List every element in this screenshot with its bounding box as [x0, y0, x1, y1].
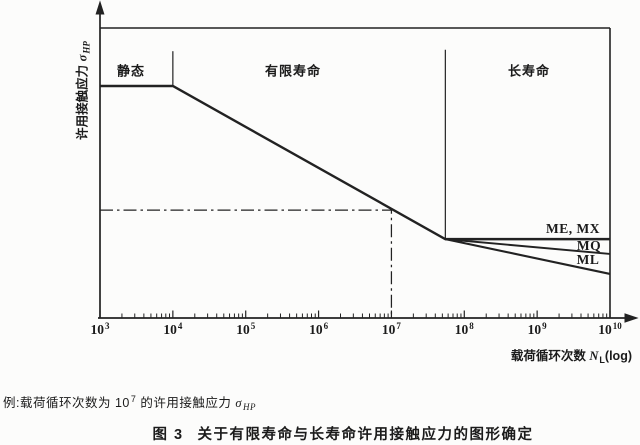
series-line-mq	[445, 238, 611, 255]
figure-number: 图 3	[152, 427, 184, 443]
x-axis-arrow	[624, 313, 639, 323]
figure-title: 图 3 关于有限寿命与长寿命许用接触应力的图形确定	[0, 423, 640, 444]
region-label-1: 有限寿命	[264, 63, 322, 79]
caption-prefix: 例:载荷循环次数为 10	[3, 396, 130, 410]
x-axis-title: 载荷循环次数 NL(log)	[510, 345, 632, 365]
y-axis-arrow	[95, 0, 105, 15]
x-tick-label: 104	[163, 321, 183, 337]
sigma-symbol: σ	[75, 54, 90, 62]
stress-life-chart	[95, 0, 639, 323]
series-label-ml: ML	[576, 252, 600, 267]
x-axis-subscript: L	[599, 355, 605, 365]
tick-exponent: 7	[396, 321, 401, 331]
x-tick-label: 107	[381, 321, 401, 337]
x-tick-label: 106	[309, 321, 329, 337]
x-tick-label: 103	[90, 321, 110, 337]
series-line-ml	[445, 238, 611, 275]
x-tick-label: 109	[527, 321, 547, 337]
series-line-me-mx	[100, 84, 610, 241]
tick-exponent: 10	[612, 321, 622, 331]
y-axis-title-text: 许用接触应力	[75, 61, 90, 140]
y-axis-title: 许用接触应力 σHP	[72, 21, 92, 161]
caption-sigma: σ	[235, 396, 242, 410]
region-label-0: 静态	[116, 63, 146, 79]
n-variable: N	[589, 349, 599, 363]
tick-exponent: 9	[542, 321, 547, 331]
x-tick-label: 1010	[598, 321, 622, 337]
x-tick-label: 108	[454, 321, 474, 337]
x-tick-label: 105	[236, 321, 256, 337]
series-label-me-mx: ME, MX	[546, 221, 600, 236]
example-dash-dot-marker	[100, 209, 393, 318]
x-axis-log-note: (log)	[604, 349, 632, 363]
caption-subscript: HP	[243, 402, 256, 412]
caption-mid: 的许用接触应力	[136, 396, 236, 410]
tick-exponent: 5	[250, 321, 256, 331]
figure-caption: 例:载荷循环次数为 107 的许用接触应力 σHP	[3, 392, 256, 412]
tick-exponent: 4	[177, 321, 183, 331]
figure-title-text: 关于有限寿命与长寿命许用接触应力的图形确定	[197, 427, 534, 443]
series-label-mq: MQ	[576, 238, 602, 253]
tick-exponent: 3	[105, 321, 110, 331]
y-axis-subscript: HP	[81, 41, 92, 54]
tick-exponent: 6	[323, 321, 329, 331]
x-axis-title-text: 载荷循环次数	[510, 349, 590, 363]
caption-exponent: 7	[130, 394, 137, 404]
tick-exponent: 8	[469, 321, 474, 331]
region-label-2: 长寿命	[507, 63, 551, 79]
